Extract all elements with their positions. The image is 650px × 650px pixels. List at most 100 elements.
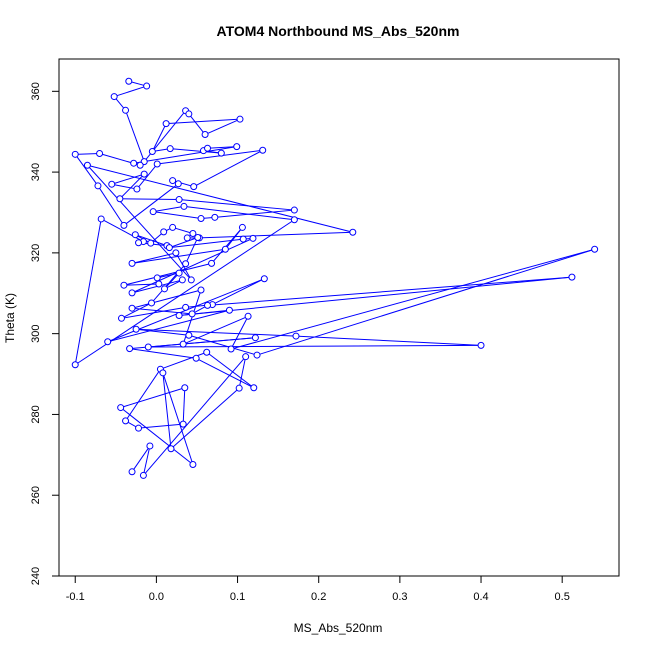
data-point — [97, 215, 105, 223]
series-line-segment — [129, 348, 197, 359]
data-point — [160, 228, 168, 236]
data-point — [204, 301, 212, 309]
series-line-segment — [107, 309, 230, 343]
x-axis-label: MS_Abs_520nm — [294, 621, 383, 635]
series-line-segment — [131, 248, 226, 264]
data-point — [236, 115, 244, 123]
data-point — [568, 273, 576, 281]
data-point — [169, 223, 177, 231]
data-point — [235, 384, 243, 392]
x-tick-label: -0.1 — [66, 591, 85, 603]
data-point — [292, 332, 300, 340]
series-line-segment — [212, 278, 265, 306]
data-point — [110, 93, 118, 101]
series-line-segment — [74, 154, 99, 187]
series-line-segment — [120, 387, 185, 409]
data-point — [179, 340, 187, 348]
data-point — [477, 341, 485, 349]
data-point — [149, 208, 157, 216]
data-point — [140, 170, 148, 178]
data-point — [128, 289, 136, 297]
series-line-segment — [182, 315, 249, 345]
data-point — [128, 468, 136, 476]
data-point — [221, 245, 229, 253]
data-point — [125, 77, 133, 85]
data-point — [180, 202, 188, 210]
data-point — [167, 445, 175, 453]
data-point — [117, 404, 125, 412]
data-point — [183, 234, 191, 242]
series-line-segment — [164, 272, 180, 290]
data-point — [201, 131, 209, 139]
data-point — [189, 229, 197, 237]
y-tick-label: 240 — [30, 567, 42, 585]
series-line-segment — [136, 328, 189, 336]
series-line-segment — [214, 209, 295, 218]
data-point — [181, 384, 189, 392]
series-line-segment — [121, 302, 152, 319]
series-line-segment — [133, 146, 237, 164]
series-line-segment — [179, 199, 295, 211]
series-line-segment — [87, 164, 353, 233]
series-line-segment — [157, 272, 180, 279]
data-point — [175, 311, 183, 319]
series-line-segment — [97, 185, 125, 226]
data-point — [253, 351, 261, 359]
y-tick-label: 260 — [30, 486, 42, 504]
series-line-segment — [169, 238, 244, 249]
series-line-segment — [204, 118, 241, 135]
data-point — [136, 161, 144, 169]
series-line-segment — [162, 372, 172, 449]
series-line-segment — [74, 218, 102, 365]
data-point — [147, 239, 155, 247]
series-line-segment — [182, 387, 186, 425]
series-line-segment — [188, 334, 258, 356]
series-line-segment — [199, 231, 353, 239]
x-axis: -0.1 0.0 0.1 0.2 0.3 0.4 0.5 — [66, 576, 570, 603]
series-line-segment — [131, 252, 176, 264]
data-point — [249, 234, 257, 242]
series-line-segment — [169, 237, 198, 249]
data-point — [130, 159, 138, 167]
series-line-segment — [125, 110, 145, 162]
data-point — [260, 275, 268, 283]
data-point — [185, 331, 193, 339]
data-point — [203, 348, 211, 356]
series-line-segment — [206, 351, 255, 389]
series-line-segment — [142, 445, 151, 476]
data-point — [117, 314, 125, 322]
data-point — [189, 461, 197, 469]
data-point — [116, 195, 124, 203]
data-point — [239, 235, 247, 243]
y-tick-label: 320 — [30, 244, 42, 262]
series-line-segment — [153, 211, 202, 220]
data-point — [211, 213, 219, 221]
x-tick-label: 0.5 — [555, 591, 570, 603]
plot-frame — [58, 58, 620, 577]
data-point — [172, 249, 180, 257]
data-point — [159, 369, 167, 377]
y-tick-label: 280 — [30, 405, 42, 423]
data-point — [71, 150, 79, 158]
series-line-segment — [172, 226, 194, 234]
series-line-segment — [193, 149, 263, 188]
data-point — [96, 150, 104, 158]
series-line-segment — [183, 205, 295, 221]
data-point — [178, 276, 186, 284]
data-point — [187, 276, 195, 284]
series-line-segment — [162, 372, 194, 465]
data-point — [135, 239, 143, 247]
data-point — [153, 160, 161, 168]
data-point — [251, 334, 259, 342]
data-point — [169, 177, 177, 185]
data-point — [165, 244, 173, 252]
data-point — [166, 145, 174, 153]
series-line-segment — [111, 183, 138, 190]
series-line-segment — [114, 85, 147, 98]
x-tick-label: 0.3 — [392, 591, 407, 603]
data-point — [94, 182, 102, 190]
data-point — [146, 442, 154, 450]
data-point — [204, 144, 212, 152]
data-point — [591, 245, 599, 253]
